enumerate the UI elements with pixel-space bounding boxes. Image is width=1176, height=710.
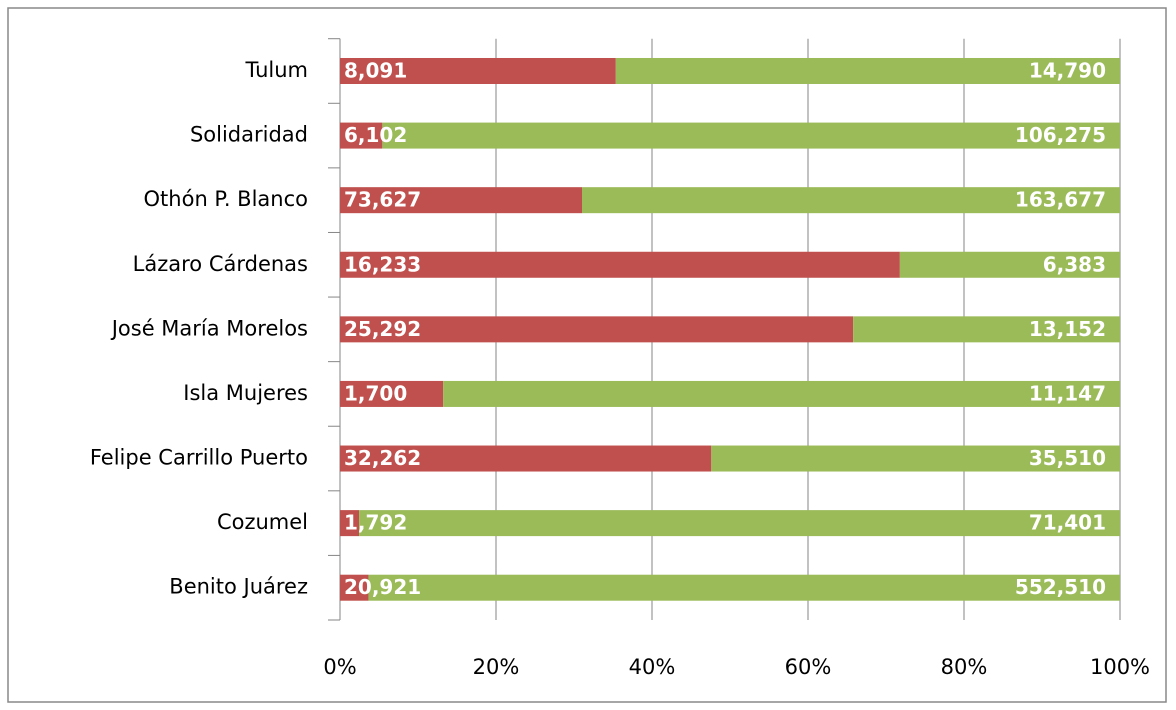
value-label: 16,233 [344, 252, 421, 276]
category-label: Tulum [244, 58, 308, 82]
value-label: 163,677 [1015, 188, 1106, 212]
category-label: Othón P. Blanco [144, 187, 308, 211]
bar-segment [340, 380, 444, 407]
bar-segment [340, 510, 360, 537]
category-label: Benito Juárez [169, 575, 308, 599]
category-label: Cozumel [217, 510, 308, 534]
bar-segment [340, 122, 383, 149]
value-label: 35,510 [1029, 446, 1106, 470]
category-label: Felipe Carrillo Puerto [90, 446, 308, 470]
value-label: 1,792 [344, 511, 407, 535]
bar-segment [340, 251, 900, 278]
bar-segment [340, 574, 369, 601]
bar-segment [582, 187, 1120, 214]
bar-segment [711, 445, 1120, 472]
x-tick-label: 100% [1090, 655, 1150, 679]
bar-segment [340, 445, 712, 472]
x-tick-label: 80% [941, 655, 988, 679]
value-label: 11,147 [1029, 381, 1106, 405]
category-label: Lázaro Cárdenas [133, 252, 308, 276]
value-label: 25,292 [344, 317, 421, 341]
bar-segment [382, 122, 1120, 149]
bar-segment [359, 510, 1120, 537]
value-label: 106,275 [1015, 123, 1106, 147]
value-label: 6,102 [344, 123, 407, 147]
category-label: Solidaridad [190, 123, 308, 147]
bar-segment [853, 316, 1120, 343]
value-label: 13,152 [1029, 317, 1106, 341]
value-label: 552,510 [1015, 575, 1106, 599]
category-label: José María Morelos [110, 316, 308, 340]
value-label: 1,700 [344, 381, 407, 405]
bar-segment [340, 187, 583, 214]
x-tick-label: 0% [323, 655, 356, 679]
value-label: 73,627 [344, 188, 421, 212]
x-tick-label: 60% [785, 655, 832, 679]
bar-segment [899, 251, 1120, 278]
bar-segment [615, 57, 1120, 84]
category-label: Isla Mujeres [183, 381, 308, 405]
value-label: 14,790 [1029, 58, 1106, 82]
bar-segment [443, 380, 1121, 407]
value-label: 6,383 [1043, 252, 1106, 276]
value-label: 8,091 [344, 58, 407, 82]
bar-segment [340, 57, 616, 84]
bar-segment [340, 316, 854, 343]
x-tick-label: 20% [473, 655, 520, 679]
value-label: 71,401 [1029, 511, 1106, 535]
value-label: 20,921 [344, 575, 421, 599]
bar-segment [368, 574, 1121, 601]
value-label: 32,262 [344, 446, 421, 470]
x-tick-label: 40% [629, 655, 676, 679]
